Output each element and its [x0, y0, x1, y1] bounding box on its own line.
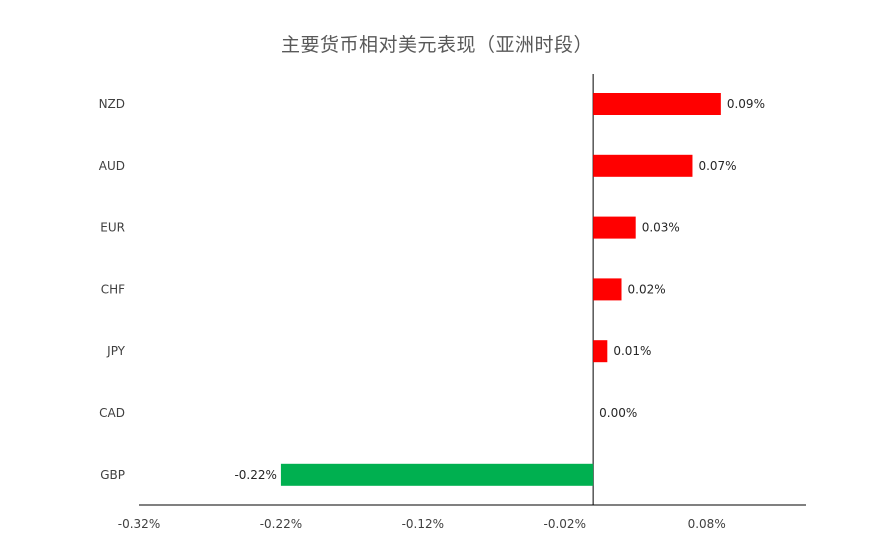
x-tick-label: -0.32% — [118, 517, 160, 531]
data-label: -0.22% — [234, 468, 276, 482]
x-tick-label: -0.22% — [260, 517, 302, 531]
x-tick-label: 0.08% — [688, 517, 726, 531]
category-label: AUD — [99, 159, 125, 173]
data-label: 0.02% — [628, 282, 666, 296]
data-label: 0.03% — [642, 221, 680, 235]
category-label: CAD — [99, 406, 125, 420]
x-tick-label: -0.02% — [544, 517, 586, 531]
x-tick-label: -0.12% — [402, 517, 444, 531]
category-label: GBP — [100, 468, 125, 482]
bar — [593, 154, 693, 177]
bar — [593, 278, 622, 301]
category-label: EUR — [100, 221, 125, 235]
category-label: NZD — [99, 97, 125, 111]
bar — [593, 340, 608, 363]
data-label: 0.09% — [727, 97, 765, 111]
data-label: 0.01% — [613, 344, 651, 358]
bar — [593, 216, 636, 239]
data-label: 0.00% — [599, 406, 637, 420]
bar — [593, 93, 721, 115]
category-label: JPY — [106, 344, 126, 358]
category-label: CHF — [101, 282, 125, 296]
bar — [280, 463, 594, 486]
chart-title: 主要货币相对美元表现（亚洲时段） — [280, 34, 593, 56]
data-label: 0.07% — [698, 159, 736, 173]
